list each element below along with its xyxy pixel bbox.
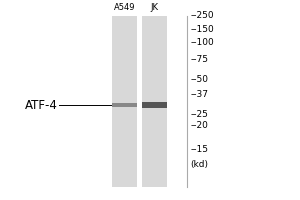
Text: ATF-4: ATF-4 [25, 99, 58, 112]
Text: --150: --150 [190, 25, 214, 34]
Text: JK: JK [151, 3, 158, 12]
Text: --250: --250 [190, 11, 214, 20]
Text: --75: --75 [190, 55, 208, 64]
Text: --37: --37 [190, 90, 208, 99]
Bar [142, 16, 167, 187]
Text: --50: --50 [190, 75, 208, 84]
Text: (kd): (kd) [190, 160, 208, 169]
Bar [142, 102, 167, 108]
Text: --25: --25 [190, 110, 208, 119]
Text: A549: A549 [114, 3, 136, 12]
Text: --15: --15 [190, 145, 208, 154]
Text: --20: --20 [190, 121, 208, 130]
Bar [112, 103, 137, 107]
Text: --100: --100 [190, 38, 214, 47]
Bar [112, 16, 137, 187]
